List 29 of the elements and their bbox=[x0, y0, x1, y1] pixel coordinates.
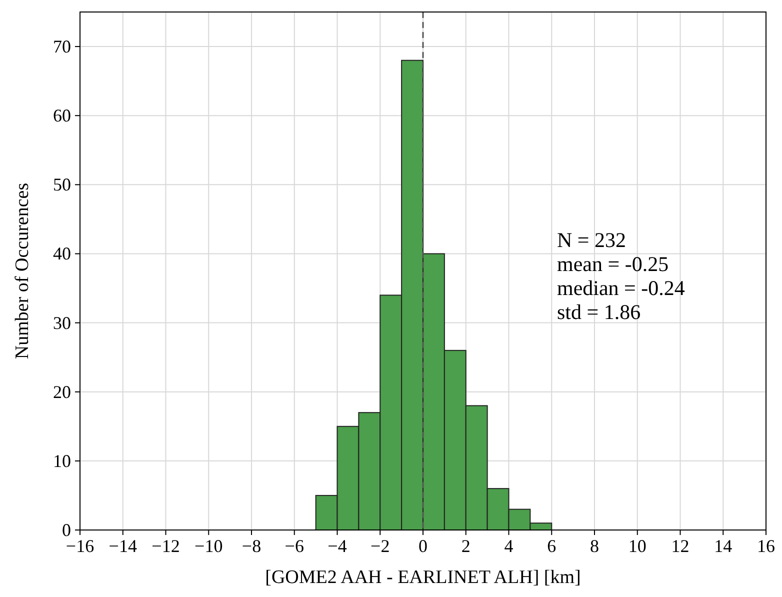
y-tick-label: 20 bbox=[53, 382, 71, 402]
annotation: std = 1.86 bbox=[557, 300, 641, 324]
x-tick-label: 4 bbox=[504, 536, 514, 556]
y-tick-label: 40 bbox=[53, 244, 71, 264]
x-tick-label: 14 bbox=[714, 536, 732, 556]
x-tick-label: −2 bbox=[370, 536, 390, 556]
x-tick-label: 2 bbox=[461, 536, 470, 556]
x-tick-label: −6 bbox=[284, 536, 304, 556]
y-axis-title: Number of Occurences bbox=[12, 182, 33, 360]
x-tick-label: −14 bbox=[108, 536, 137, 556]
x-tick-label: −12 bbox=[152, 536, 180, 556]
annotation: median = -0.24 bbox=[557, 276, 686, 300]
y-tick-label: 60 bbox=[53, 106, 71, 126]
annotation: N = 232 bbox=[557, 228, 626, 252]
y-tick-label: 10 bbox=[53, 450, 71, 471]
x-tick-label: 10 bbox=[628, 536, 646, 556]
annotation: mean = -0.25 bbox=[557, 252, 669, 276]
x-tick-label: 16 bbox=[757, 536, 775, 556]
x-tick-label: −10 bbox=[194, 536, 223, 556]
x-tick-label: 6 bbox=[547, 536, 556, 556]
x-tick-label: −4 bbox=[328, 536, 347, 556]
y-tick-label: 30 bbox=[53, 312, 71, 333]
y-tick-label: 70 bbox=[53, 36, 71, 57]
x-tick-label: 12 bbox=[671, 536, 690, 556]
x-tick-label: −8 bbox=[242, 536, 262, 556]
y-tick-label: 50 bbox=[53, 174, 71, 195]
x-tick-label: 8 bbox=[590, 536, 599, 556]
x-tick-label: 0 bbox=[418, 536, 428, 556]
x-axis-title: [GOME2 AAH - EARLINET ALH] [km] bbox=[265, 567, 581, 588]
